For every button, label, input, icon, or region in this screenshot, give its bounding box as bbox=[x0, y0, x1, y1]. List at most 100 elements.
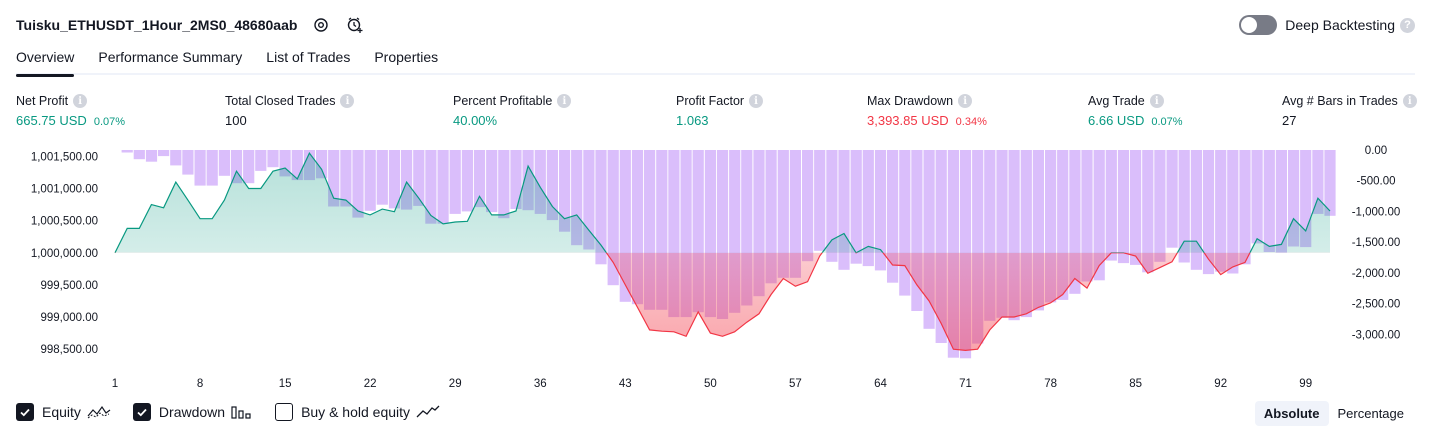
metric-value: 3,393.85 USD bbox=[867, 113, 949, 128]
tab-performance-summary[interactable]: Performance Summary bbox=[98, 49, 243, 65]
info-icon[interactable]: i bbox=[557, 94, 572, 108]
add-alert-icon[interactable] bbox=[345, 15, 365, 35]
drawdown-bar bbox=[1020, 150, 1032, 318]
drawdown-bar bbox=[899, 150, 911, 296]
x-tick-label: 36 bbox=[534, 378, 547, 390]
legend-label: Buy & hold equity bbox=[301, 404, 411, 420]
deep-backtesting-label: Deep Backtesting bbox=[1285, 17, 1395, 33]
legend-buy-hold-equity[interactable]: Buy & hold equity bbox=[275, 403, 440, 421]
y-tick-label-left: 998,500.00 bbox=[40, 344, 98, 356]
drawdown-bar bbox=[291, 150, 303, 181]
tab-overview[interactable]: Overview bbox=[16, 44, 75, 77]
metric-label: Avg # Bars in Trades bbox=[1282, 94, 1398, 108]
drawdown-bar bbox=[765, 150, 777, 284]
drawdown-bar bbox=[1215, 150, 1227, 272]
drawdown-bar bbox=[704, 150, 716, 318]
drawdown-bar bbox=[1312, 150, 1324, 214]
x-tick-label: 15 bbox=[279, 378, 292, 390]
drawdown-bar bbox=[741, 150, 753, 306]
drawdown-bar bbox=[352, 150, 364, 218]
drawdown-bar bbox=[972, 150, 984, 344]
drawdown-bar bbox=[826, 150, 838, 262]
y-tick-label-left: 1,000,500.00 bbox=[31, 216, 98, 228]
drawdown-checkbox[interactable] bbox=[132, 403, 151, 421]
drawdown-bar bbox=[267, 150, 279, 168]
drawdown-bar bbox=[644, 150, 656, 310]
percentage-button[interactable]: Percentage bbox=[1337, 406, 1405, 421]
drawdown-bar bbox=[631, 150, 644, 305]
drawdown-bar bbox=[1288, 150, 1300, 247]
equity-area-loss bbox=[115, 252, 1330, 351]
drawdown-bar bbox=[401, 150, 413, 210]
x-tick-label: 8 bbox=[197, 378, 203, 390]
drawdown-bar bbox=[1251, 150, 1263, 244]
metric-label: Profit Factor bbox=[676, 94, 745, 108]
drawdown-bar bbox=[887, 150, 899, 283]
drawdown-bar bbox=[255, 150, 267, 171]
drawdown-bar bbox=[230, 150, 243, 184]
help-icon[interactable]: ? bbox=[1400, 17, 1415, 33]
info-icon[interactable]: i bbox=[1149, 94, 1164, 108]
metric-percent: 0.07% bbox=[1151, 116, 1183, 128]
toggle-knob bbox=[1241, 17, 1258, 33]
buy-hold-checkbox[interactable] bbox=[275, 403, 294, 421]
drawdown-bar bbox=[473, 150, 486, 208]
drawdown-bar bbox=[680, 150, 692, 318]
drawdown-bar bbox=[595, 150, 607, 265]
drawdown-bar bbox=[850, 150, 862, 264]
absolute-button[interactable]: Absolute bbox=[1254, 401, 1329, 426]
deep-backtesting-control: Deep Backtesting ? bbox=[1239, 15, 1415, 35]
drawdown-bar bbox=[1008, 150, 1020, 321]
drawdown-bar bbox=[1057, 150, 1069, 300]
drawdown-bar bbox=[619, 150, 631, 302]
drawdown-bar bbox=[935, 150, 947, 343]
metric-percent: 0.34% bbox=[955, 116, 987, 128]
metric-label: Avg Trade bbox=[1088, 94, 1145, 108]
buy-hold-line-icon bbox=[416, 405, 440, 419]
drawdown-bar bbox=[1178, 150, 1190, 263]
drawdown-bar bbox=[668, 150, 680, 318]
x-tick-label: 99 bbox=[1299, 378, 1312, 390]
drawdown-bar bbox=[1032, 150, 1044, 311]
drawdown-bar bbox=[911, 150, 923, 311]
info-icon[interactable]: i bbox=[340, 94, 355, 108]
drawdown-bar bbox=[133, 150, 145, 160]
tab-list-of-trades[interactable]: List of Trades bbox=[266, 49, 351, 65]
equity-checkbox[interactable] bbox=[16, 403, 34, 421]
drawdown-bar bbox=[461, 150, 473, 212]
drawdown-bar bbox=[814, 150, 826, 251]
drawdown-bar bbox=[716, 150, 729, 319]
info-icon[interactable]: i bbox=[958, 94, 973, 108]
drawdown-bar bbox=[1045, 150, 1057, 303]
drawdown-bar bbox=[1324, 150, 1336, 216]
tab-properties[interactable]: Properties bbox=[374, 49, 439, 65]
y-tick-label-right: -2,500.00 bbox=[1352, 299, 1401, 311]
metric-net-profit: Net Profit i 665.75 USD 0.07% bbox=[16, 93, 125, 129]
equity-drawdown-chart[interactable]: 1,001,500.00 1,001,000.00 1,000,500.00 1,00… bbox=[0, 140, 1431, 395]
strategy-header: Tuisku_ETHUSDT_1Hour_2MS0_48680aab Deep … bbox=[16, 12, 1415, 38]
y-tick-label-left: 999,000.00 bbox=[40, 312, 98, 324]
metric-value: 100 bbox=[225, 113, 247, 128]
drawdown-bar bbox=[1069, 150, 1081, 294]
drawdown-bar bbox=[376, 150, 388, 205]
equity-line-profit bbox=[114, 152, 1331, 253]
x-tick-label: 85 bbox=[1129, 378, 1142, 390]
drawdown-bar bbox=[777, 150, 789, 278]
info-icon[interactable]: i bbox=[1402, 94, 1417, 108]
strategy-title: Tuisku_ETHUSDT_1Hour_2MS0_48680aab bbox=[16, 17, 298, 33]
drawdown-bar bbox=[1227, 150, 1239, 274]
settings-icon[interactable] bbox=[311, 15, 331, 35]
drawdown-bar bbox=[328, 150, 340, 207]
metric-value: 6.66 USD bbox=[1088, 113, 1145, 128]
drawdown-bar bbox=[1154, 150, 1166, 262]
drawdown-bar bbox=[486, 150, 498, 213]
metric-value: 665.75 USD bbox=[16, 113, 87, 128]
info-icon[interactable]: i bbox=[73, 94, 88, 108]
info-icon[interactable]: i bbox=[749, 94, 764, 108]
metric-label: Percent Profitable bbox=[453, 94, 553, 108]
drawdown-bar bbox=[1105, 150, 1117, 261]
deep-backtesting-toggle[interactable] bbox=[1239, 15, 1278, 35]
legend-equity[interactable]: Equity bbox=[16, 403, 111, 421]
metric-label: Max Drawdown bbox=[867, 94, 954, 108]
legend-drawdown[interactable]: Drawdown bbox=[132, 403, 253, 421]
